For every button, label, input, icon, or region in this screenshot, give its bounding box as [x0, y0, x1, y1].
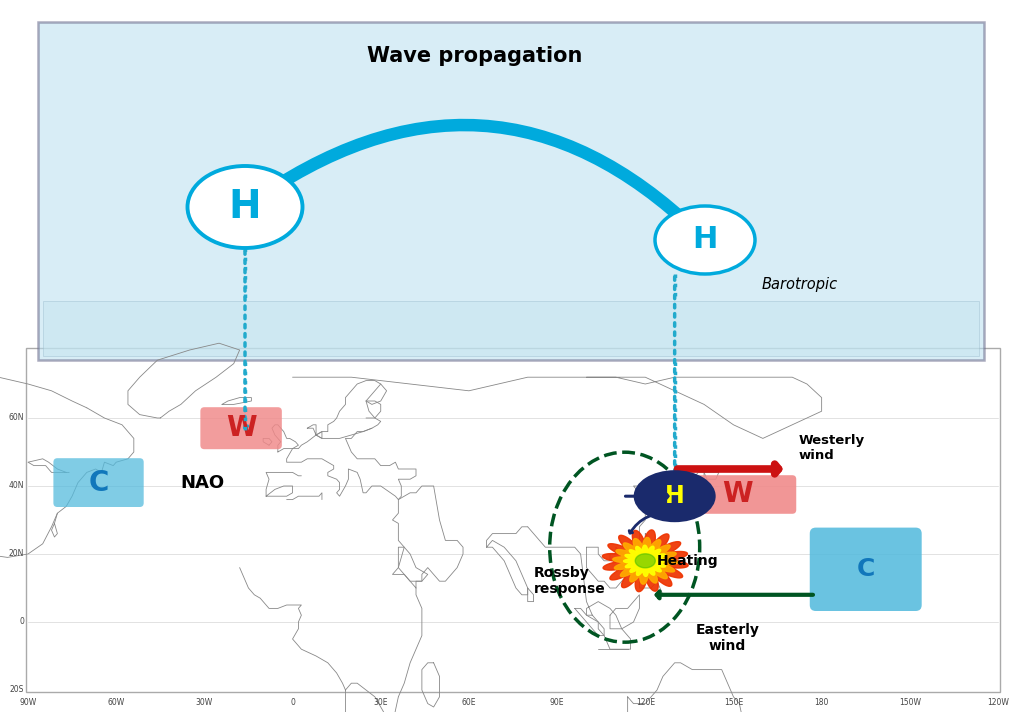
- FancyBboxPatch shape: [26, 348, 1000, 692]
- FancyBboxPatch shape: [38, 22, 984, 360]
- Polygon shape: [613, 538, 678, 584]
- Text: 90E: 90E: [550, 698, 564, 707]
- Ellipse shape: [187, 166, 303, 248]
- Ellipse shape: [655, 206, 755, 274]
- Text: Rossby
response: Rossby response: [533, 566, 605, 596]
- Text: 60N: 60N: [8, 414, 24, 422]
- Text: H: H: [692, 226, 717, 254]
- Text: 150W: 150W: [898, 698, 921, 707]
- Text: 40N: 40N: [8, 481, 24, 491]
- Text: W: W: [226, 414, 257, 442]
- Text: 30E: 30E: [373, 698, 388, 707]
- Text: W: W: [723, 481, 753, 508]
- Polygon shape: [636, 554, 655, 567]
- FancyBboxPatch shape: [809, 528, 922, 611]
- Text: 120W: 120W: [987, 698, 1009, 707]
- Text: 20S: 20S: [9, 686, 24, 694]
- FancyBboxPatch shape: [53, 459, 144, 507]
- Text: 90W: 90W: [19, 698, 37, 707]
- FancyBboxPatch shape: [680, 475, 796, 514]
- Text: 180: 180: [815, 698, 829, 707]
- Polygon shape: [623, 545, 667, 577]
- FancyBboxPatch shape: [200, 407, 282, 449]
- Text: 0: 0: [19, 617, 24, 627]
- Text: Wave propagation: Wave propagation: [367, 46, 583, 66]
- Text: 60W: 60W: [107, 698, 125, 707]
- Text: C: C: [88, 468, 108, 496]
- Text: C: C: [856, 557, 875, 581]
- Text: 20N: 20N: [8, 550, 24, 558]
- Text: Barotropic: Barotropic: [762, 276, 838, 291]
- FancyBboxPatch shape: [43, 301, 979, 356]
- Text: H: H: [229, 188, 262, 226]
- Text: 60E: 60E: [462, 698, 476, 707]
- Text: 30W: 30W: [196, 698, 213, 707]
- Polygon shape: [602, 530, 688, 592]
- Text: 0: 0: [290, 698, 295, 707]
- Text: H: H: [664, 484, 685, 508]
- Ellipse shape: [634, 470, 715, 522]
- Text: Heating: Heating: [657, 554, 718, 567]
- Text: Easterly
wind: Easterly wind: [696, 623, 759, 653]
- Text: 120E: 120E: [636, 698, 655, 707]
- Text: 150E: 150E: [724, 698, 743, 707]
- FancyArrowPatch shape: [247, 125, 698, 234]
- Text: NAO: NAO: [181, 473, 225, 491]
- Text: Westerly
wind: Westerly wind: [798, 434, 865, 462]
